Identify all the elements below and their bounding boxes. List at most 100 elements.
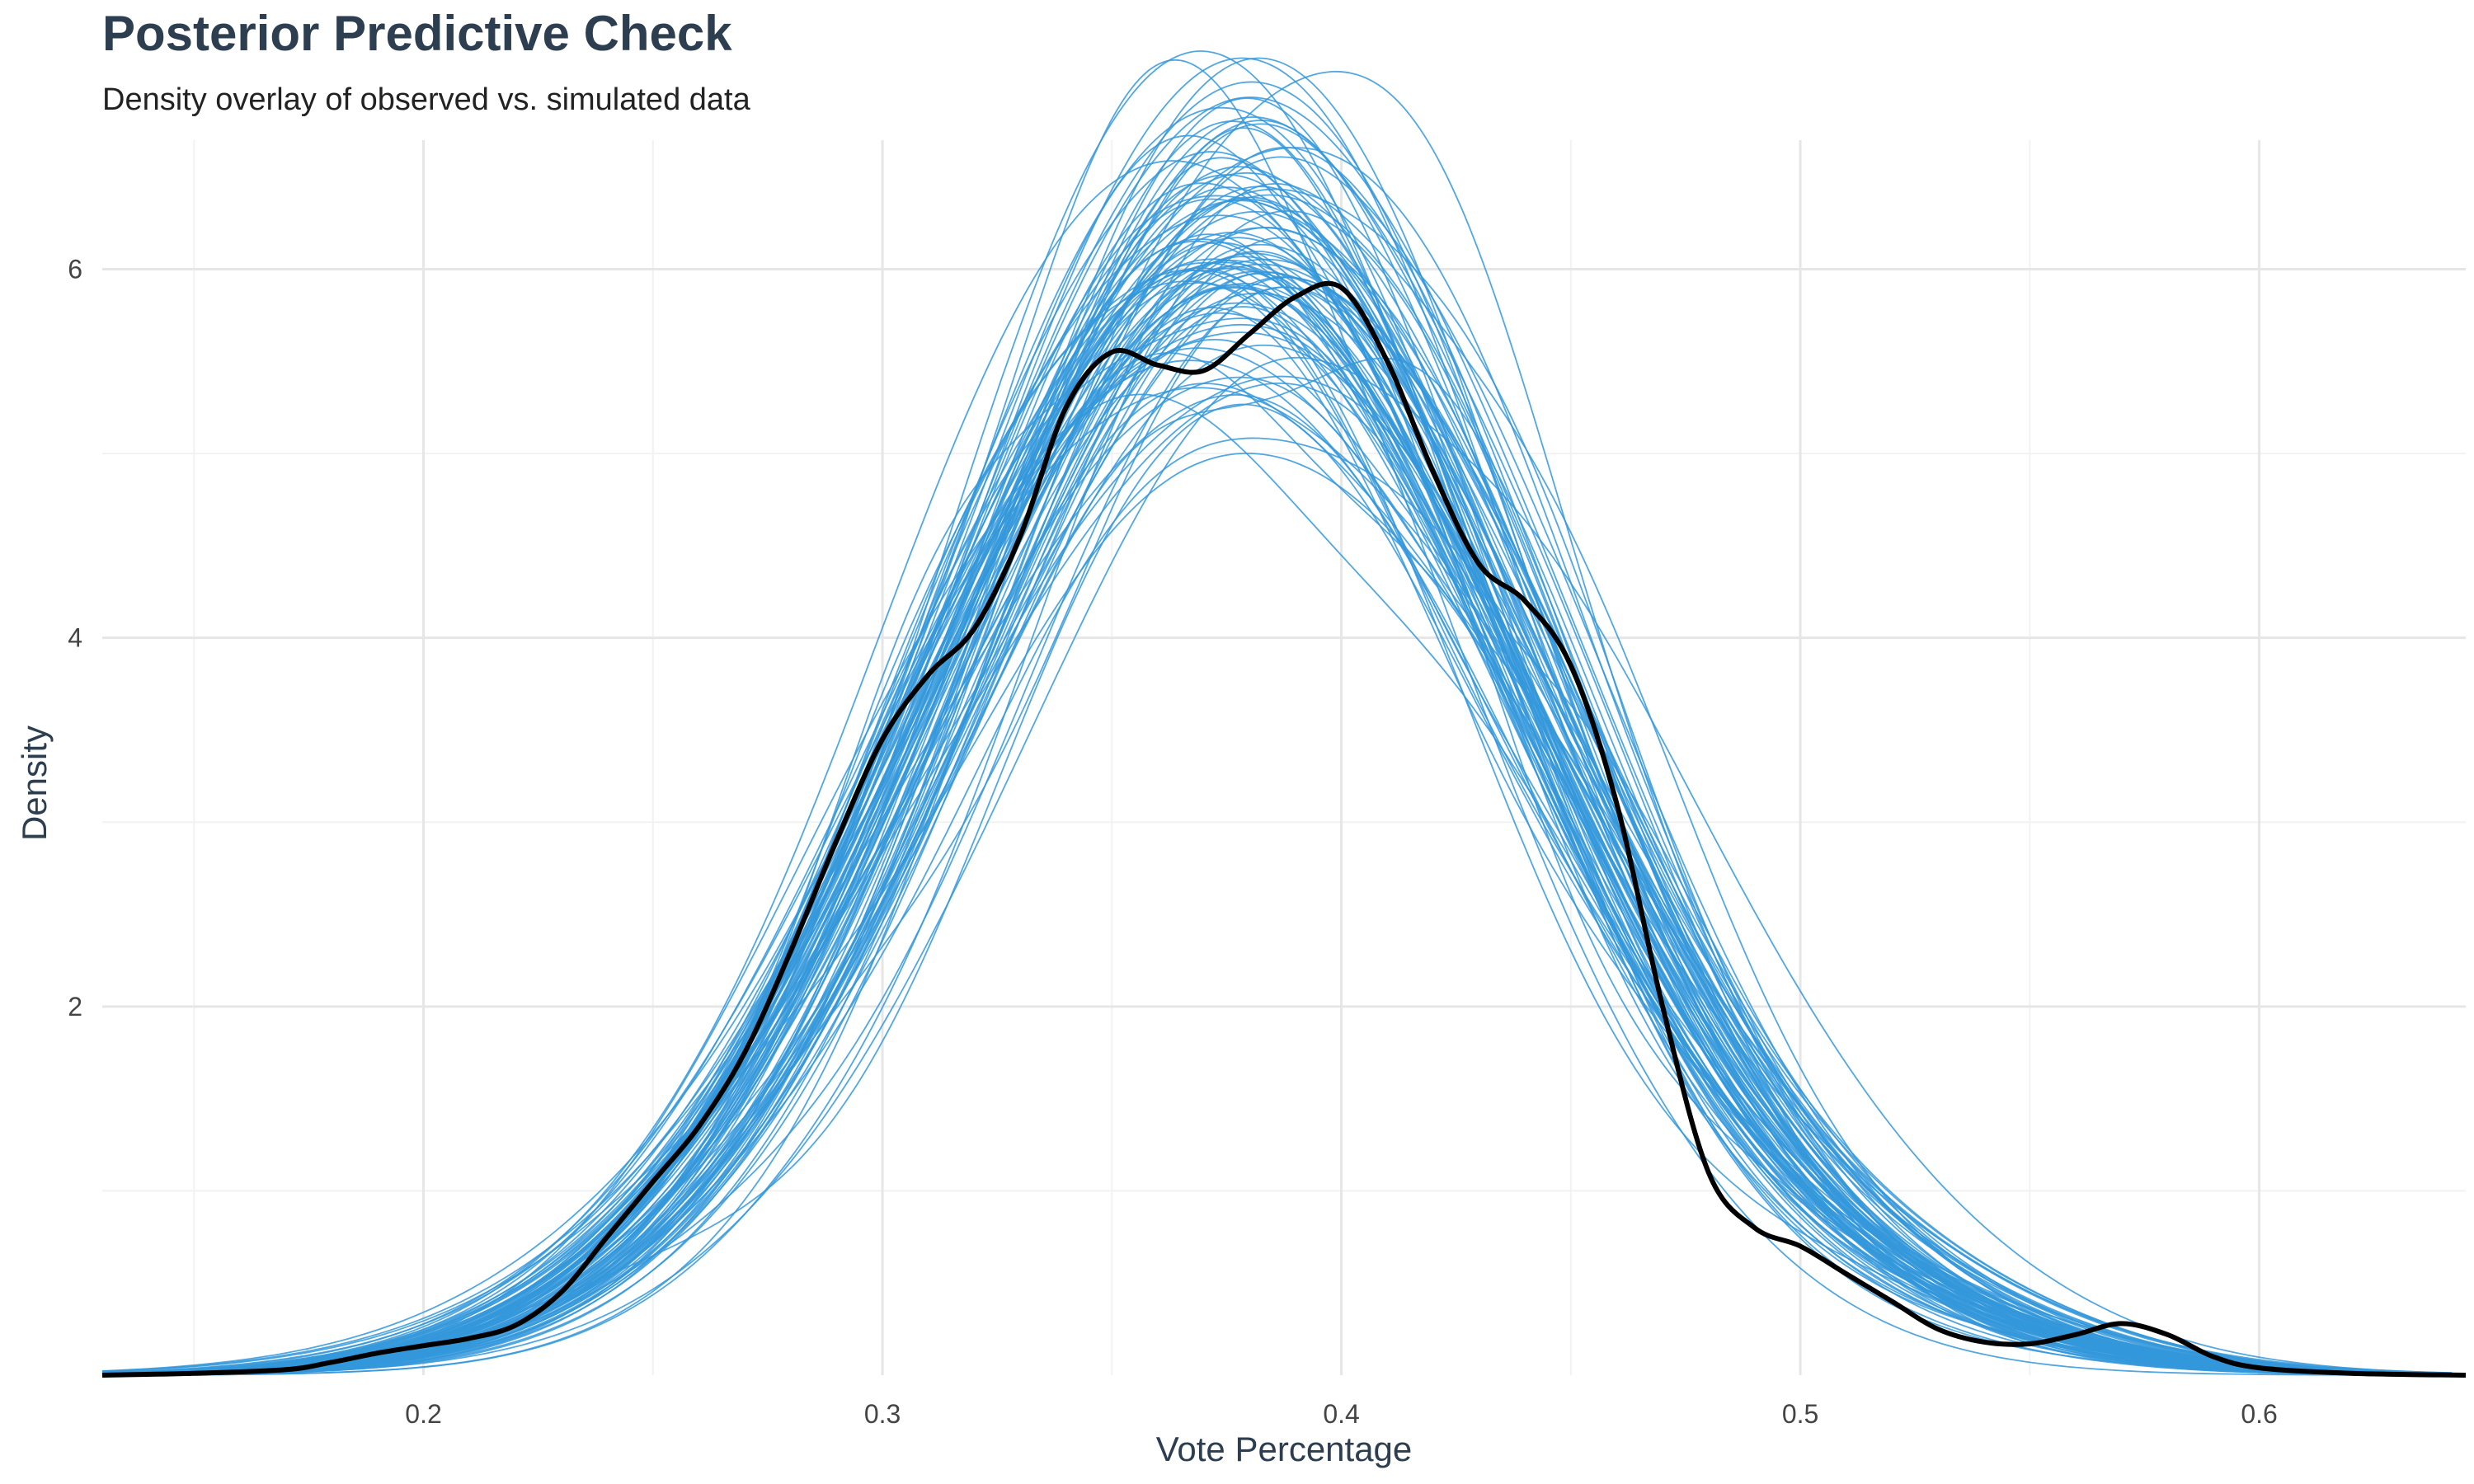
simulated-density-line bbox=[101, 383, 2453, 1375]
simulated-density-line bbox=[101, 174, 2453, 1376]
simulated-density-line bbox=[101, 347, 2453, 1376]
simulated-density-line bbox=[101, 267, 2453, 1376]
simulated-density-line bbox=[101, 280, 2453, 1375]
simulated-density-line bbox=[101, 198, 2453, 1376]
y-tick-label: 2 bbox=[68, 992, 82, 1021]
simulated-density-line bbox=[101, 312, 2453, 1375]
simulated-density-line bbox=[101, 283, 2453, 1376]
simulated-density-line bbox=[101, 317, 2453, 1376]
grid-minor bbox=[102, 140, 2466, 1375]
simulated-density-line bbox=[101, 240, 2453, 1376]
x-tick-label: 0.3 bbox=[864, 1399, 901, 1429]
simulated-density-line bbox=[101, 237, 2453, 1376]
y-tick-label: 6 bbox=[68, 255, 82, 284]
chart-title: Posterior Predictive Check bbox=[102, 6, 732, 61]
simulated-density-line bbox=[101, 284, 2453, 1375]
simulated-density-line bbox=[101, 260, 2453, 1375]
simulated-density-line bbox=[101, 182, 2453, 1375]
x-tick-label: 0.2 bbox=[405, 1399, 441, 1429]
simulated-density-line bbox=[101, 287, 2453, 1375]
y-tick-label: 4 bbox=[68, 623, 82, 653]
chart-subtitle: Density overlay of observed vs. simulate… bbox=[102, 82, 750, 117]
simulated-density-line bbox=[101, 227, 2453, 1376]
simulated-density-line bbox=[101, 57, 2453, 1376]
simulated-density-line bbox=[101, 356, 2453, 1376]
x-tick-label: 0.4 bbox=[1323, 1399, 1359, 1429]
x-tick-label: 0.6 bbox=[2241, 1399, 2277, 1429]
simulated-density-line bbox=[101, 186, 2453, 1376]
simulated-density-line bbox=[101, 198, 2453, 1375]
simulated-density-line bbox=[101, 50, 2453, 1376]
simulated-density-line bbox=[101, 210, 2453, 1376]
simulated-density-line bbox=[101, 70, 2453, 1376]
simulated-density-line bbox=[101, 331, 2453, 1376]
simulated-density-line bbox=[101, 256, 2453, 1376]
simulated-density-line bbox=[101, 188, 2453, 1376]
y-axis-ticks: 2 4 6 bbox=[68, 255, 82, 1021]
simulated-density-line bbox=[101, 387, 2453, 1375]
simulated-density-line bbox=[101, 282, 2453, 1375]
simulated-density-line bbox=[101, 194, 2453, 1376]
simulated-density-line bbox=[101, 273, 2453, 1376]
simulated-density-line bbox=[101, 261, 2453, 1376]
simulated-density-line bbox=[101, 261, 2453, 1376]
simulated-density-line bbox=[101, 302, 2453, 1375]
simulated-density-line bbox=[101, 285, 2453, 1375]
simulated-density-line bbox=[101, 123, 2453, 1376]
simulated-density-line bbox=[101, 232, 2453, 1375]
simulated-density-line bbox=[101, 344, 2453, 1376]
simulated-density-line bbox=[101, 265, 2453, 1376]
simulated-density-line bbox=[101, 323, 2453, 1376]
simulated-density-line bbox=[101, 157, 2453, 1376]
simulated-density-line bbox=[101, 403, 2453, 1376]
simulated-density-line bbox=[101, 276, 2453, 1375]
simulated-density-line bbox=[101, 376, 2453, 1375]
simulated-density-line bbox=[101, 258, 2453, 1376]
simulated-density-line bbox=[101, 195, 2453, 1376]
simulated-density-line bbox=[101, 357, 2453, 1376]
simulated-density-line bbox=[101, 237, 2453, 1376]
simulated-density-line bbox=[101, 338, 2453, 1375]
simulated-density-lines bbox=[101, 50, 2453, 1376]
simulated-density-line bbox=[101, 166, 2453, 1375]
simulated-density-line bbox=[101, 243, 2453, 1376]
simulated-density-line bbox=[101, 186, 2453, 1376]
simulated-density-line bbox=[101, 267, 2453, 1376]
observed-density-line bbox=[101, 280, 2467, 1378]
simulated-density-line bbox=[101, 258, 2453, 1375]
simulated-density-line bbox=[101, 96, 2453, 1376]
simulated-density-line bbox=[101, 394, 2453, 1374]
x-axis-ticks: 0.2 0.3 0.4 0.5 0.6 bbox=[405, 1399, 2278, 1429]
simulated-density-line bbox=[101, 393, 2453, 1375]
simulated-density-line bbox=[101, 214, 2453, 1376]
simulated-density-line bbox=[101, 306, 2453, 1376]
simulated-density-line bbox=[101, 375, 2453, 1375]
simulated-density-line bbox=[101, 263, 2453, 1376]
simulated-density-line bbox=[101, 171, 2453, 1376]
observed-density-line-group bbox=[101, 280, 2467, 1378]
simulated-density-line bbox=[101, 437, 2453, 1375]
simulated-density-line bbox=[101, 252, 2453, 1375]
simulated-density-line bbox=[101, 359, 2453, 1375]
simulated-density-line bbox=[101, 271, 2453, 1375]
simulated-density-line bbox=[101, 452, 2453, 1374]
simulated-density-line bbox=[101, 286, 2453, 1376]
simulated-density-line bbox=[101, 57, 2453, 1375]
simulated-density-line bbox=[101, 382, 2453, 1375]
simulated-density-line bbox=[101, 250, 2453, 1376]
simulated-density-line bbox=[101, 352, 2453, 1376]
simulated-density-line bbox=[101, 307, 2453, 1375]
x-axis-title: Vote Percentage bbox=[1156, 1430, 1413, 1468]
simulated-density-line bbox=[101, 242, 2453, 1375]
simulated-density-line bbox=[101, 196, 2453, 1376]
x-tick-label: 0.5 bbox=[1782, 1399, 1818, 1429]
grid-major bbox=[102, 140, 2466, 1375]
simulated-density-line bbox=[101, 227, 2453, 1376]
simulated-density-line bbox=[101, 292, 2453, 1376]
simulated-density-line bbox=[101, 276, 2453, 1375]
simulated-density-line bbox=[101, 156, 2453, 1376]
simulated-density-line bbox=[101, 286, 2453, 1376]
simulated-density-line bbox=[101, 106, 2453, 1376]
y-axis-title: Density bbox=[15, 726, 54, 841]
